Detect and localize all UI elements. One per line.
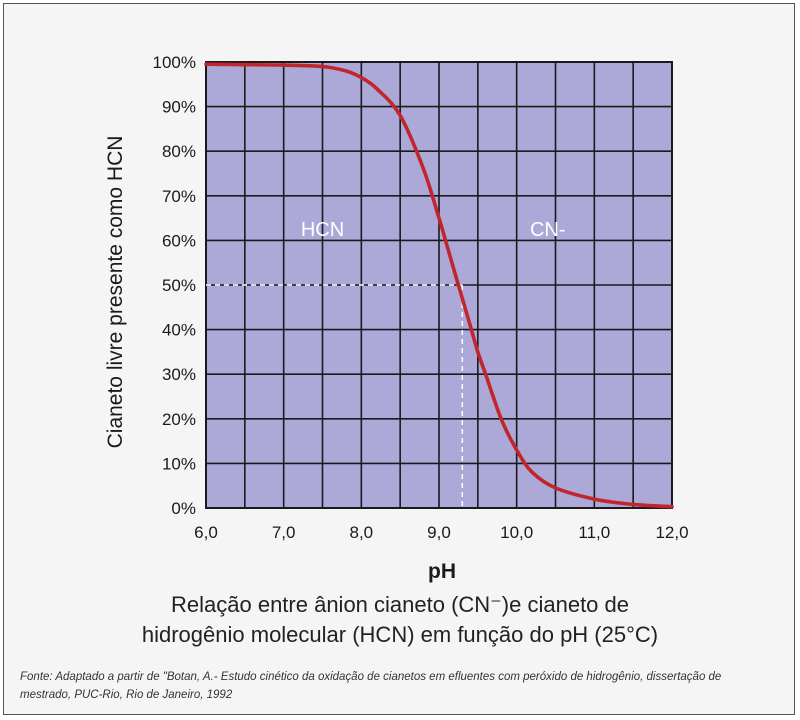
reference-lines bbox=[206, 284, 463, 508]
x-tick-label: 7,0 bbox=[272, 523, 296, 542]
x-tick-label: 12,0 bbox=[655, 523, 688, 542]
source-note: Fonte: Adaptado a partir de "Botan, A.- … bbox=[20, 671, 722, 701]
y-tick-label: 10% bbox=[162, 454, 196, 473]
series-layer bbox=[204, 62, 674, 509]
y-tick-label: 70% bbox=[162, 187, 196, 206]
y-tick-label: 0% bbox=[171, 499, 196, 518]
region-labels: HCN CN- bbox=[301, 219, 566, 241]
x-tick-label: 6,0 bbox=[194, 523, 218, 542]
y-tick-label: 50% bbox=[162, 276, 196, 295]
x-axis-label: pH bbox=[428, 560, 456, 583]
grid-lines bbox=[206, 62, 672, 508]
y-tick-labels: 0% 10% 20% 30% 40% 50% 60% 70% 80% 90% 100% bbox=[153, 53, 196, 518]
caption-line-2: hidrogênio molecular (HCN) em função do … bbox=[141, 622, 659, 647]
x-tick-label: 8,0 bbox=[350, 523, 374, 542]
y-axis-label: Cianeto livre presente como HCN bbox=[104, 136, 127, 449]
x-tick-label: 9,0 bbox=[427, 523, 451, 542]
y-tick-label: 80% bbox=[162, 142, 196, 161]
y-tick-label: 40% bbox=[162, 321, 196, 340]
region-label: CN- bbox=[530, 219, 566, 241]
x-tick-labels: 6,0 7,0 8,0 9,0 10,0 11,0 12,0 bbox=[194, 523, 688, 542]
caption-line-1: Relação entre ânion cianeto (CN⁻)e ciane… bbox=[171, 592, 629, 617]
x-tick-label: 10,0 bbox=[500, 523, 533, 542]
y-tick-label: 60% bbox=[162, 231, 196, 250]
y-tick-label: 20% bbox=[162, 410, 196, 429]
region-label: HCN bbox=[301, 219, 344, 241]
y-tick-label: 30% bbox=[162, 365, 196, 384]
x-tick-label: 11,0 bbox=[578, 523, 610, 542]
y-tick-label: 100% bbox=[153, 53, 196, 72]
series-line bbox=[204, 62, 674, 509]
y-tick-label: 90% bbox=[162, 98, 196, 117]
chart: HCN CN- 0% 10% 20% 30% 40% 50% 60% 70% 80% 90% 100%… bbox=[104, 53, 689, 583]
